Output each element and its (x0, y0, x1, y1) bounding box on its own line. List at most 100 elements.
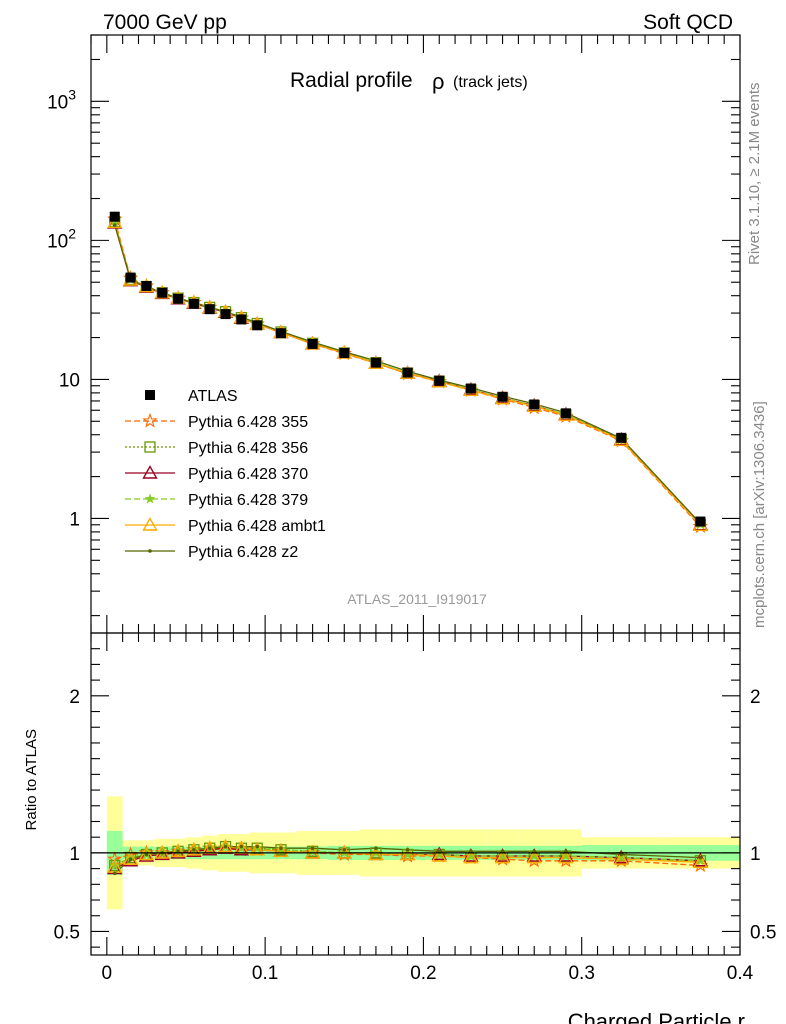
ratio-bands (106, 796, 740, 910)
legend-label: Pythia 6.428 z2 (188, 544, 298, 561)
legend-label: Pythia 6.428 356 (188, 440, 308, 457)
ratio-series-point (154, 844, 170, 859)
legend-marker (148, 549, 152, 553)
y-tick-label: 10 (59, 370, 80, 391)
legend-marker (142, 412, 158, 428)
header-right-label: Soft QCD (643, 11, 733, 34)
ratio-series-point (144, 852, 149, 857)
ratio-plot-frame (90, 632, 741, 956)
x-tick-label: 0.1 (252, 963, 278, 984)
atlas-data-point (434, 375, 445, 386)
x-tick-label: 0.2 (410, 963, 436, 984)
ratio-series-point (122, 851, 139, 865)
y-tick-label: 1 (69, 509, 80, 530)
plot-title-sub: (track jets) (453, 74, 528, 91)
atlas-data-point (695, 516, 706, 527)
legend-marker (144, 493, 156, 504)
mcplots-source-label: mcplots.cern.ch [arXiv:1306.3436] (751, 401, 768, 628)
atlas-data-point (236, 314, 247, 325)
legend: ATLAS Pythia 6.428 355 Pythia 6.428 356 Pyt… (125, 388, 326, 561)
ratio-series-point (170, 844, 186, 859)
ratio-y-axis-label: Ratio to ATLAS (23, 729, 40, 830)
atlas-data-point (220, 309, 231, 320)
main-series-point (112, 223, 117, 227)
analysis-id-label: ATLAS_2011_I919017 (347, 591, 487, 607)
ratio-series-point (186, 843, 202, 858)
ratio-series-point (217, 838, 234, 853)
ratio-series-point (207, 846, 212, 850)
ratio-series-point (170, 843, 186, 858)
ratio-series-point (374, 846, 378, 850)
atlas-data-point (252, 320, 263, 331)
legend-marker (144, 441, 156, 453)
atlas-data-point (307, 338, 318, 349)
atlas-data-point (188, 298, 199, 309)
plot-title-main: Radial profile (290, 69, 413, 92)
atlas-data-point (125, 272, 136, 283)
ratio-series-point (273, 843, 289, 858)
ratio-series-point (463, 849, 479, 864)
y-tick-label: 102 (47, 225, 76, 252)
atlas-data-point (529, 399, 540, 410)
ratio-series-point (494, 849, 511, 864)
ratio-series-point (255, 844, 260, 849)
legend-atlas-marker (145, 390, 155, 400)
ratio-series-point (469, 849, 473, 854)
atlas-data-point (275, 328, 286, 339)
ratio-series-point (138, 846, 155, 861)
atlas-data-point (204, 304, 215, 315)
ratio-series-point (695, 855, 706, 866)
legend-label: ATLAS (188, 388, 238, 405)
ratio-series-point (405, 847, 410, 852)
ratio-series-point (692, 854, 709, 869)
ratio-series-point (558, 849, 574, 864)
ratio-series-point (500, 849, 505, 854)
x-tick-label: 0.3 (568, 963, 594, 984)
main-series-line (114, 224, 701, 524)
legend-marker (142, 465, 158, 479)
ratio-series-point (431, 848, 447, 862)
atlas-data-point (465, 383, 476, 394)
ratio-series-point (532, 849, 537, 854)
ratio-series-point (122, 852, 139, 867)
ratio-series-point (186, 841, 202, 856)
plot-title-rho: ρ (432, 69, 445, 94)
y-tick-label: 103 (47, 86, 76, 113)
legend-label: Pythia 6.428 370 (188, 466, 308, 483)
atlas-data-point (157, 287, 168, 298)
rivet-version-label: Rivet 3.1.10, ≥ 2.1M events (746, 83, 763, 266)
ratio-series-point (465, 850, 477, 861)
atlas-data-point (402, 367, 413, 378)
ratio-y-tick-label-right: 0.5 (750, 922, 776, 943)
main-series-layer (107, 211, 709, 534)
ratio-y-tick-label: 1 (69, 844, 80, 865)
atlas-data-point (560, 408, 571, 419)
ratio-series-point (560, 850, 572, 861)
ratio-y-tick-label: 0.5 (54, 922, 80, 943)
ratio-series-point (342, 847, 347, 852)
ratio-series-point (564, 849, 568, 854)
ratio-series-layer (107, 838, 709, 876)
legend-label: Pythia 6.428 355 (188, 414, 308, 431)
legend-label: Pythia 6.428 379 (188, 492, 308, 509)
atlas-data-point (173, 293, 184, 304)
ratio-series-point (615, 851, 627, 863)
ratio-series-point (368, 846, 384, 861)
ratio-series-point (202, 841, 218, 856)
ratio-series-point (192, 847, 196, 852)
ratio-series-point (239, 844, 244, 849)
ratio-series-point (128, 857, 133, 861)
x-tick-label: 0.4 (727, 963, 754, 984)
atlas-data-point (370, 357, 381, 368)
atlas-data-point (141, 280, 152, 291)
x-axis-label: Charged Particle r (568, 1009, 745, 1024)
ratio-series-point (698, 855, 703, 860)
ratio-series-point (138, 848, 155, 862)
ratio-series-line (114, 845, 701, 874)
ratio-y-tick-label-right: 2 (750, 687, 761, 708)
ratio-y-tick-label-right: 1 (750, 844, 761, 865)
legend-marker (142, 517, 158, 531)
atlas-data-point (497, 391, 508, 402)
ratio-series-point (613, 851, 629, 865)
